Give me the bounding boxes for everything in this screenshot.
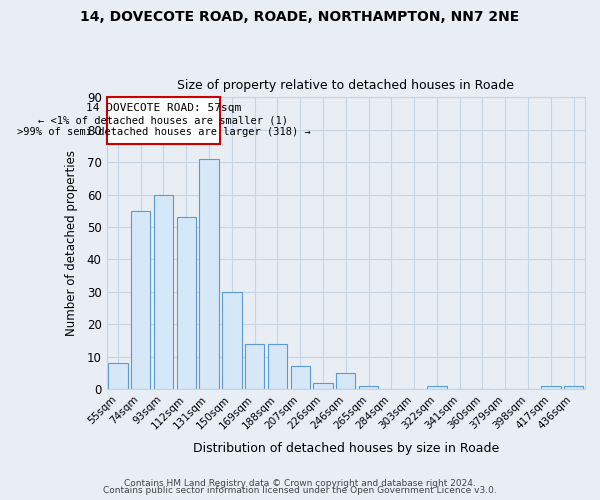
Bar [541, 386, 560, 389]
Text: Contains HM Land Registry data © Crown copyright and database right 2024.: Contains HM Land Registry data © Crown c… [124, 478, 476, 488]
Bar [336, 373, 355, 389]
Bar [427, 386, 446, 389]
Text: 14 DOVECOTE ROAD: 57sqm: 14 DOVECOTE ROAD: 57sqm [86, 103, 241, 113]
X-axis label: Distribution of detached houses by size in Roade: Distribution of detached houses by size … [193, 442, 499, 455]
Bar [154, 194, 173, 389]
Bar [176, 218, 196, 389]
Bar [245, 344, 265, 389]
Y-axis label: Number of detached properties: Number of detached properties [65, 150, 79, 336]
FancyBboxPatch shape [107, 98, 220, 144]
Bar [290, 366, 310, 389]
Text: 14, DOVECOTE ROAD, ROADE, NORTHAMPTON, NN7 2NE: 14, DOVECOTE ROAD, ROADE, NORTHAMPTON, N… [80, 10, 520, 24]
Bar [359, 386, 378, 389]
Bar [131, 211, 151, 389]
Bar [108, 363, 128, 389]
Title: Size of property relative to detached houses in Roade: Size of property relative to detached ho… [177, 79, 514, 92]
Text: >99% of semi-detached houses are larger (318) →: >99% of semi-detached houses are larger … [17, 126, 310, 136]
Bar [564, 386, 583, 389]
Text: ← <1% of detached houses are smaller (1): ← <1% of detached houses are smaller (1) [38, 115, 289, 125]
Text: Contains public sector information licensed under the Open Government Licence v3: Contains public sector information licen… [103, 486, 497, 495]
Bar [222, 292, 242, 389]
Bar [268, 344, 287, 389]
Bar [313, 382, 332, 389]
Bar [199, 159, 219, 389]
